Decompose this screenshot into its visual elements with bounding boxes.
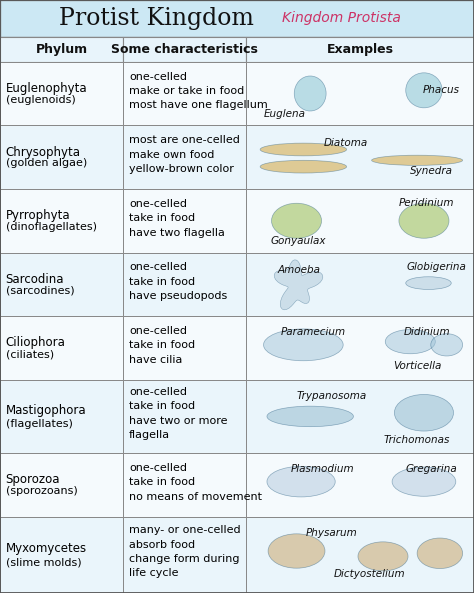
Text: Sarcodina: Sarcodina (6, 273, 64, 286)
Text: Gregarina: Gregarina (405, 464, 457, 474)
Text: Chrysophyta: Chrysophyta (6, 145, 81, 158)
Text: most are one-celled
make own food
yellow-brown color: most are one-celled make own food yellow… (129, 135, 240, 174)
FancyBboxPatch shape (0, 37, 123, 62)
FancyBboxPatch shape (123, 253, 246, 316)
Text: Examples: Examples (327, 43, 394, 56)
Ellipse shape (358, 542, 408, 571)
Text: (sporozoans): (sporozoans) (6, 486, 77, 496)
Text: one-celled
take in food
no means of movement: one-celled take in food no means of move… (129, 463, 262, 502)
Ellipse shape (431, 334, 463, 356)
Text: Phylum: Phylum (36, 43, 88, 56)
Text: Myxomycetes: Myxomycetes (6, 542, 87, 555)
FancyBboxPatch shape (246, 453, 474, 517)
FancyBboxPatch shape (123, 125, 246, 189)
FancyBboxPatch shape (0, 62, 123, 125)
Ellipse shape (417, 538, 463, 569)
FancyBboxPatch shape (246, 62, 474, 125)
Text: Pyrrophyta: Pyrrophyta (6, 209, 70, 222)
Ellipse shape (406, 73, 442, 108)
Text: Amoeba: Amoeba (277, 266, 320, 275)
Text: Trypanosoma: Trypanosoma (297, 391, 367, 401)
FancyBboxPatch shape (246, 189, 474, 253)
Ellipse shape (260, 160, 346, 173)
Text: Phacus: Phacus (422, 85, 459, 95)
Text: (sarcodines): (sarcodines) (6, 286, 74, 296)
Ellipse shape (399, 203, 449, 238)
FancyBboxPatch shape (0, 453, 123, 517)
Text: (golden algae): (golden algae) (6, 158, 87, 168)
FancyBboxPatch shape (123, 37, 246, 62)
Text: Euglena: Euglena (264, 109, 305, 119)
Text: Didinium: Didinium (403, 327, 450, 337)
FancyBboxPatch shape (0, 517, 123, 593)
FancyBboxPatch shape (123, 62, 246, 125)
FancyBboxPatch shape (0, 316, 123, 380)
FancyBboxPatch shape (246, 517, 474, 593)
FancyBboxPatch shape (0, 0, 474, 37)
Text: (ciliates): (ciliates) (6, 349, 54, 359)
Ellipse shape (268, 534, 325, 568)
Text: Some characteristics: Some characteristics (111, 43, 258, 56)
Text: Paramecium: Paramecium (280, 327, 346, 337)
FancyBboxPatch shape (246, 316, 474, 380)
FancyBboxPatch shape (0, 253, 123, 316)
FancyBboxPatch shape (0, 380, 123, 453)
Text: (slime molds): (slime molds) (6, 557, 82, 568)
FancyBboxPatch shape (246, 253, 474, 316)
Text: Physarum: Physarum (306, 528, 358, 538)
FancyBboxPatch shape (0, 125, 123, 189)
Ellipse shape (260, 143, 346, 156)
FancyBboxPatch shape (246, 380, 474, 453)
Text: Diatoma: Diatoma (324, 138, 368, 148)
Text: Dictyostelium: Dictyostelium (334, 569, 406, 579)
FancyBboxPatch shape (123, 453, 246, 517)
Ellipse shape (392, 467, 456, 496)
Text: many- or one-celled
absorb food
change form during
life cycle: many- or one-celled absorb food change f… (129, 525, 240, 578)
Text: Mastigophora: Mastigophora (6, 404, 86, 417)
Text: (euglenoids): (euglenoids) (6, 95, 75, 105)
Text: Globigerina: Globigerina (406, 262, 466, 272)
FancyBboxPatch shape (0, 189, 123, 253)
Ellipse shape (394, 394, 454, 431)
Text: Sporozoa: Sporozoa (6, 473, 60, 486)
Text: one-celled
take in food
have two or more
flagella: one-celled take in food have two or more… (129, 387, 228, 440)
Ellipse shape (372, 155, 463, 165)
Text: Kingdom Protista: Kingdom Protista (282, 11, 401, 25)
Ellipse shape (406, 277, 451, 289)
Ellipse shape (272, 203, 321, 238)
Ellipse shape (294, 76, 326, 111)
FancyBboxPatch shape (123, 316, 246, 380)
FancyBboxPatch shape (123, 189, 246, 253)
Text: (dinoflagellates): (dinoflagellates) (6, 222, 97, 232)
Ellipse shape (264, 329, 343, 361)
Text: Protist Kingdom: Protist Kingdom (59, 7, 254, 30)
Text: one-celled
make or take in food
most have one flagellum: one-celled make or take in food most hav… (129, 72, 268, 110)
Polygon shape (274, 260, 323, 310)
Text: Euglenophyta: Euglenophyta (6, 82, 87, 95)
Text: Plasmodium: Plasmodium (291, 464, 354, 474)
Text: one-celled
take in food
have pseudopods: one-celled take in food have pseudopods (129, 263, 227, 301)
Text: one-celled
take in food
have two flagella: one-celled take in food have two flagell… (129, 199, 225, 238)
FancyBboxPatch shape (246, 37, 474, 62)
Text: Trichomonas: Trichomonas (384, 435, 450, 445)
Text: Gonyaulax: Gonyaulax (271, 236, 327, 246)
Text: (flagellates): (flagellates) (6, 419, 73, 429)
Text: Vorticella: Vorticella (393, 361, 441, 371)
FancyBboxPatch shape (123, 517, 246, 593)
Ellipse shape (267, 406, 354, 427)
Text: Synedra: Synedra (410, 166, 453, 176)
Text: Ciliophora: Ciliophora (6, 336, 65, 349)
FancyBboxPatch shape (123, 380, 246, 453)
Ellipse shape (385, 330, 435, 354)
FancyBboxPatch shape (246, 125, 474, 189)
Ellipse shape (267, 466, 335, 497)
Text: one-celled
take in food
have cilia: one-celled take in food have cilia (129, 326, 195, 365)
Text: Peridinium: Peridinium (399, 198, 455, 208)
